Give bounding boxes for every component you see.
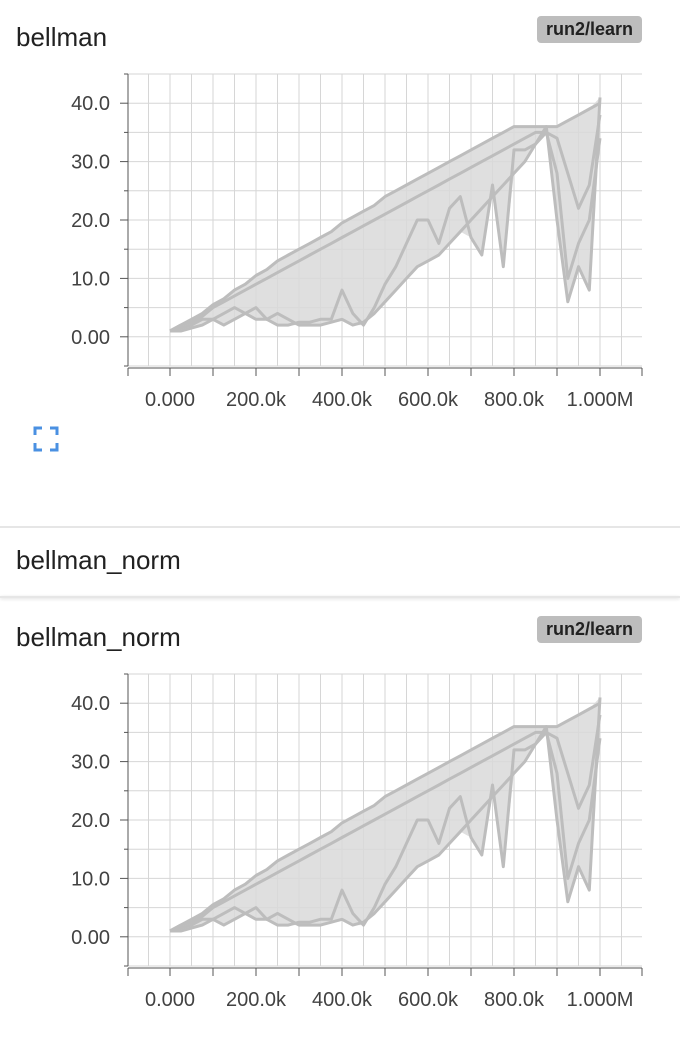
section-header[interactable]: bellman_norm: [16, 545, 181, 575]
y-tick-label: 40.0: [71, 93, 110, 115]
x-tick-label: 0.000: [145, 389, 195, 410]
y-tick-label: 10.0: [71, 268, 110, 290]
expand-chart-icon[interactable]: [32, 425, 60, 453]
section-divider: [0, 596, 680, 598]
x-tick-label: 800.0k: [484, 989, 545, 1010]
card-title: bellman_norm: [16, 622, 181, 652]
x-tick-label: 1.000M: [567, 389, 634, 410]
x-tick-label: 1.000M: [567, 989, 634, 1010]
run-tag-badge: run2/learn: [536, 616, 642, 643]
y-tick-label: 20.0: [71, 210, 110, 232]
y-tick-label: 30.0: [71, 152, 110, 174]
x-tick-label: 200.0k: [226, 989, 287, 1010]
y-tick-label: 30.0: [71, 752, 110, 774]
x-tick-label: 800.0k: [484, 389, 545, 410]
series-line: [169, 114, 602, 333]
y-tick-label: 40.0: [71, 693, 110, 715]
card-title: bellman: [16, 22, 108, 52]
x-tick-label: 400.0k: [312, 989, 373, 1010]
series-line: [169, 130, 602, 333]
series-line: [169, 101, 601, 333]
y-tick-label: 10.0: [71, 868, 110, 890]
series-line: [169, 730, 602, 933]
y-tick-label: 0.00: [71, 927, 110, 949]
y-tick-label: 0.00: [71, 327, 110, 349]
x-tick-label: 600.0k: [398, 389, 459, 410]
run-tag-badge: run2/learn: [536, 16, 642, 43]
x-tick-label: 600.0k: [398, 989, 459, 1010]
series-line: [169, 714, 602, 933]
y-tick-label: 20.0: [71, 810, 110, 832]
series-line: [170, 697, 602, 933]
x-tick-label: 200.0k: [226, 389, 287, 410]
line-chart[interactable]: 0.00 10.0 20.0 30.0 40.0 0.000 200.0k 400.0k 600…: [0, 60, 680, 410]
section-divider: [0, 526, 680, 528]
line-chart[interactable]: 0.00 10.0 20.0 30.0 40.0 0.000 200.0k 400.0k 600…: [0, 660, 680, 1010]
series-line: [170, 97, 602, 333]
series-line: [169, 701, 601, 933]
x-tick-label: 0.000: [145, 989, 195, 1010]
x-tick-label: 400.0k: [312, 389, 373, 410]
